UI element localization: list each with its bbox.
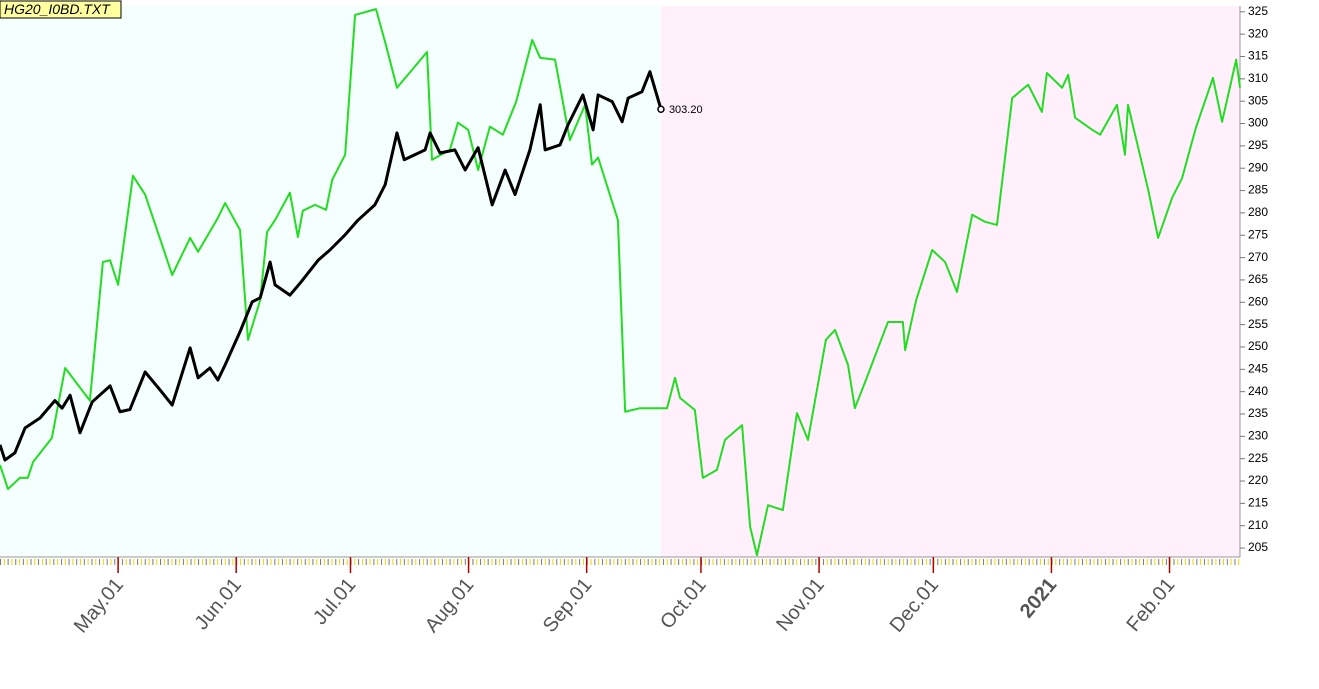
y-tick-label: 295: [1248, 138, 1268, 152]
y-tick-label: 285: [1248, 183, 1268, 197]
y-tick-label: 235: [1248, 406, 1268, 420]
x-tick-label: May.01: [70, 574, 128, 637]
y-tick-label: 280: [1248, 205, 1268, 219]
chart-title: HG20_I0BD.TXT: [4, 1, 111, 17]
x-tick-label: Sep.01: [539, 574, 597, 637]
y-tick-label: 245: [1248, 361, 1268, 375]
x-tick-label: Feb.01: [1122, 574, 1179, 636]
forecast-zone: [660, 6, 1240, 557]
y-tick-label: 260: [1248, 294, 1268, 308]
y-tick-label: 320: [1248, 26, 1268, 40]
y-tick-label: 225: [1248, 451, 1268, 465]
x-tick-label: Jun.01: [191, 574, 246, 634]
y-tick-label: 240: [1248, 384, 1268, 398]
last-point: [657, 105, 665, 113]
y-tick-label: 210: [1248, 518, 1268, 532]
y-tick-label: 255: [1248, 317, 1268, 331]
x-tick-label: Oct.01: [656, 574, 711, 633]
last-value-label: 303.20: [669, 104, 703, 116]
y-tick-label: 275: [1248, 227, 1268, 241]
x-tick-label: Dec.01: [886, 574, 944, 637]
x-tick-label: Nov.01: [772, 574, 829, 636]
line-series: [0, 8, 1241, 557]
x-tick-label: Aug.01: [421, 574, 479, 637]
history-zone: [0, 6, 661, 557]
y-tick-label: 310: [1248, 71, 1268, 85]
y-tick-label: 215: [1248, 496, 1268, 510]
y-tick-label: 290: [1248, 160, 1268, 174]
minor-ticks: [0, 557, 1240, 567]
line-series: [0, 70, 663, 462]
y-tick-label: 265: [1248, 272, 1268, 286]
y-tick-label: 305: [1248, 93, 1268, 107]
y-tick-label: 250: [1248, 339, 1268, 353]
y-tick-label: 230: [1248, 429, 1268, 443]
y-tick-label: 315: [1248, 49, 1268, 63]
y-tick-label: 220: [1248, 473, 1268, 487]
y-tick-label: 300: [1248, 116, 1268, 130]
x-tick-label: 2021: [1016, 574, 1061, 622]
y-tick-label: 325: [1248, 4, 1268, 18]
title-box: [0, 0, 122, 19]
y-tick-label: 270: [1248, 250, 1268, 264]
y-tick-label: 205: [1248, 540, 1268, 554]
x-tick-label: Jul.01: [309, 574, 360, 629]
